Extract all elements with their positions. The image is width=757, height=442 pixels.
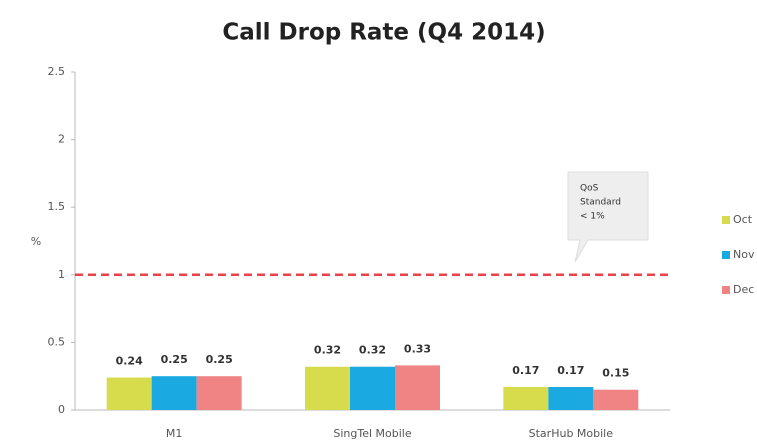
y-tick-label: 0 (58, 403, 65, 416)
x-tick-label: SingTel Mobile (333, 427, 411, 440)
data-label: 0.17 (557, 364, 584, 377)
data-label: 0.32 (359, 344, 386, 357)
bar (395, 365, 440, 410)
data-label: 0.15 (602, 367, 629, 380)
data-label: 0.25 (206, 353, 233, 366)
callout-box (567, 171, 649, 263)
data-label: 0.32 (314, 344, 341, 357)
y-tick-label: 1.5 (48, 200, 66, 213)
data-label: 0.25 (161, 353, 188, 366)
y-tick-label: 2 (58, 133, 65, 146)
bar (305, 366, 350, 410)
legend-swatch (722, 286, 730, 294)
bar (503, 387, 549, 410)
annotation: Standard (580, 198, 621, 208)
legend-swatch (722, 216, 730, 224)
bar (106, 377, 152, 410)
annotation: < 1% (580, 212, 605, 222)
data-label: 0.17 (512, 364, 539, 377)
bar (196, 376, 242, 410)
legend-label: Nov (733, 248, 755, 261)
data-label: 0.24 (116, 355, 143, 368)
chart-title: Call Drop Rate (Q4 2014) (222, 20, 545, 46)
bar (151, 376, 197, 410)
legend-label: Dec (733, 283, 754, 296)
data-label: 0.33 (404, 342, 431, 355)
x-tick-label: M1 (166, 427, 183, 440)
bar (593, 389, 639, 410)
legend-label: Oct (733, 213, 753, 226)
bar (548, 387, 594, 410)
y-tick-label: 0.5 (48, 335, 66, 348)
y-tick-label: 2.5 (48, 65, 66, 78)
legend-swatch (722, 251, 730, 259)
x-tick-label: StarHub Mobile (529, 427, 614, 440)
annotation: QoS (580, 184, 599, 194)
y-tick-label: 1 (58, 268, 65, 281)
y-axis-label: % (31, 235, 41, 248)
bar (350, 366, 395, 410)
